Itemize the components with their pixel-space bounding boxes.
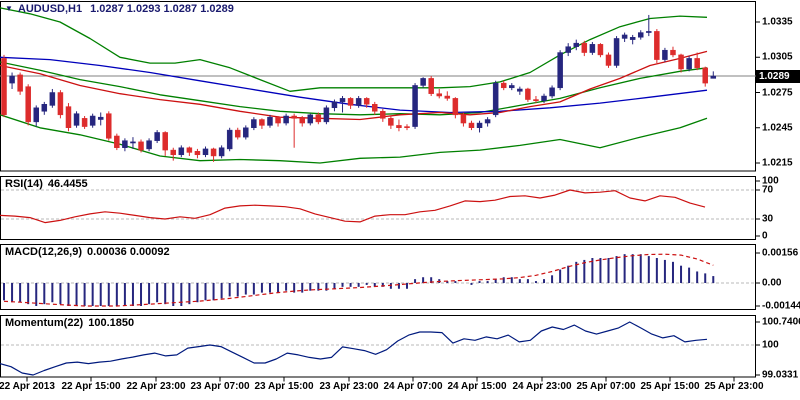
rsi-title: RSI(14) 46.4455 — [5, 178, 88, 190]
momentum-value-label: 100.1850 — [88, 317, 135, 329]
collapse-chart-icon[interactable]: ▼ — [5, 4, 13, 13]
macd-value-label: 0.00036 0.00092 — [87, 246, 170, 258]
rsi-tick-label: 30 — [762, 213, 774, 225]
price-tick-label: 1.0245 — [762, 122, 793, 134]
chart-header: ▼ AUDUSD,H1 1.0287 1.0293 1.0287 1.0289 — [5, 3, 234, 15]
symbol-timeframe-label: AUDUSD,H1 — [17, 3, 83, 15]
current-price-badge: 1.0289 — [756, 69, 800, 83]
time-tick-label: 23 Apr 23:00 — [319, 381, 379, 392]
macd-title: MACD(12,26,9) 0.00036 0.00092 — [5, 246, 170, 258]
price-tick-label: 1.0275 — [762, 87, 793, 98]
macd-name-label: MACD(12,26,9) — [5, 246, 83, 258]
macd-tick-label: -0.00144 — [762, 300, 800, 312]
rsi-tick-label: 100 — [762, 175, 779, 187]
time-tick-label: 23 Apr 15:00 — [254, 381, 314, 392]
rsi-tick-label: 70 — [762, 184, 774, 196]
rsi-tick-label: 0 — [762, 230, 768, 242]
time-tick-label: 25 Apr 07:00 — [576, 381, 636, 392]
macd-tick-label: 0.00156 — [762, 247, 799, 259]
time-tick-label: 24 Apr 07:00 — [383, 381, 443, 392]
momentum-tick-label: 99.0331 — [762, 369, 799, 381]
price-tick-label: 1.0305 — [762, 51, 793, 63]
time-tick-label: 24 Apr 15:00 — [447, 381, 507, 392]
momentum-title: Momentum(22) 100.1850 — [5, 317, 134, 329]
macd-tick-label: 0.00 — [762, 277, 782, 289]
time-tick-label: 22 Apr 2013 — [0, 381, 55, 392]
time-tick-label: 22 Apr 15:00 — [61, 381, 121, 392]
rsi-value-label: 46.4455 — [47, 178, 88, 190]
momentum-tick-label: 100 — [762, 339, 779, 351]
price-tick-label: 1.0215 — [762, 157, 793, 169]
time-tick-label: 23 Apr 07:00 — [190, 381, 250, 392]
time-tick-label: 25 Apr 23:00 — [704, 381, 764, 392]
time-tick-label: 24 Apr 23:00 — [512, 381, 572, 392]
time-tick-label: 22 Apr 23:00 — [126, 381, 186, 392]
ohlc-readout: 1.0287 1.0293 1.0287 1.0289 — [90, 3, 234, 15]
rsi-name-label: RSI(14) — [5, 178, 43, 190]
momentum-tick-label: 100.7406 — [762, 316, 800, 328]
time-tick-label: 25 Apr 15:00 — [640, 381, 700, 392]
price-tick-label: 1.0335 — [762, 16, 793, 28]
momentum-name-label: Momentum(22) — [5, 317, 84, 329]
